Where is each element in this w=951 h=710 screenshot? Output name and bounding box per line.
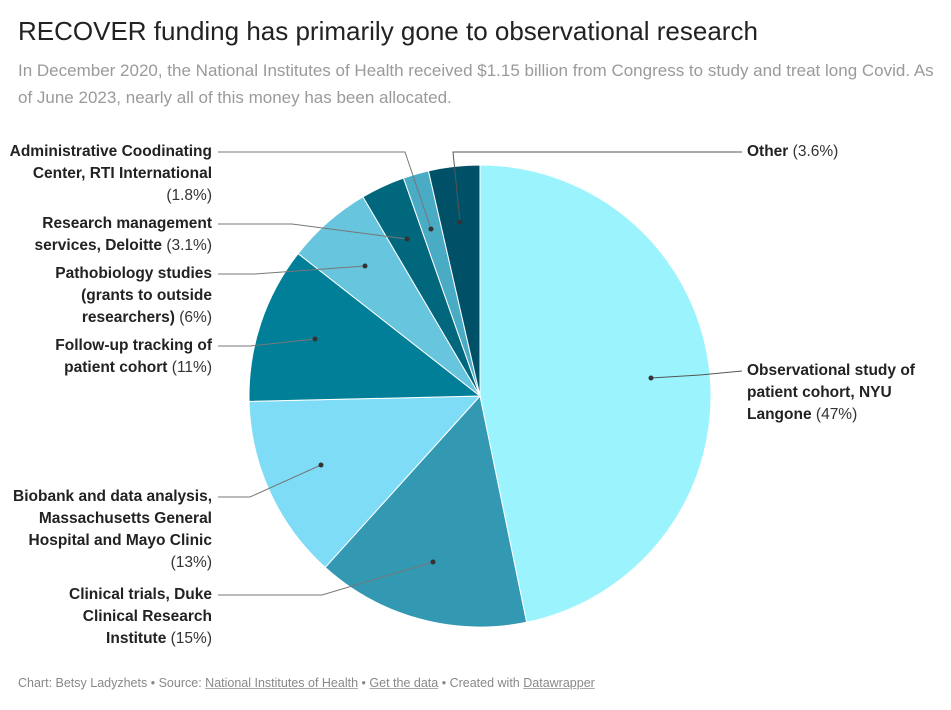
footer: Chart: Betsy Ladyzhets • Source: Nationa… (18, 676, 595, 690)
leader-dot-admin (428, 226, 434, 232)
separator: • (361, 676, 366, 690)
separator: • (150, 676, 156, 690)
leader-dot-pathobiology (362, 263, 368, 269)
chart-subtitle: In December 2020, the National Institute… (18, 61, 934, 107)
label-research-management: Research management services, Deloitte (… (34, 215, 212, 254)
pie-slice-biobank (248, 395, 482, 569)
chart-title: RECOVER funding has primarily gone to ob… (18, 16, 758, 46)
created-with: Created with (449, 676, 520, 690)
leader-line-biobank (218, 464, 322, 498)
label-biobank: Biobank and data analysis, Massachusetts… (13, 488, 212, 571)
label-other: Other (3.6%) (747, 143, 839, 160)
leader-line-other (452, 151, 742, 223)
leader-line-observational (650, 370, 743, 379)
pie-slice-follow-up (248, 252, 482, 402)
label-clinical-trials: Clinical trials, Duke Clinical Research … (69, 586, 212, 647)
label-observational: Observational study of patient cohort, N… (747, 362, 915, 423)
label-admin: Administrative Coodinating Center, RTI I… (9, 143, 212, 204)
pie-slice-observational (479, 164, 712, 623)
leader-dot-research-management (404, 236, 410, 242)
footer-author: Chart: Betsy Ladyzhets (18, 676, 148, 690)
leader-dot-follow-up (312, 336, 318, 342)
separator: • (441, 676, 447, 690)
leader-dot-clinical-trials (430, 559, 436, 565)
leader-line-pathobiology (218, 265, 366, 275)
pie-slice-clinical-trials (324, 394, 528, 628)
leader-line-clinical-trials (218, 561, 434, 596)
leader-line-admin (218, 151, 432, 230)
leader-line-follow-up (218, 338, 316, 347)
source-label: Source: (158, 676, 202, 690)
get-data-link[interactable]: Get the data (369, 676, 439, 690)
datawrapper-link[interactable]: Datawrapper (523, 676, 595, 690)
leader-line-research-management (218, 223, 408, 240)
label-pathobiology: Pathobiology studies (grants to outside … (55, 265, 212, 326)
leader-dot-biobank (318, 462, 324, 468)
label-follow-up: Follow-up tracking of patient cohort (11… (55, 337, 212, 376)
source-link[interactable]: National Institutes of Health (205, 676, 359, 690)
leader-dot-observational (648, 375, 654, 381)
leader-dot-other (457, 219, 463, 225)
